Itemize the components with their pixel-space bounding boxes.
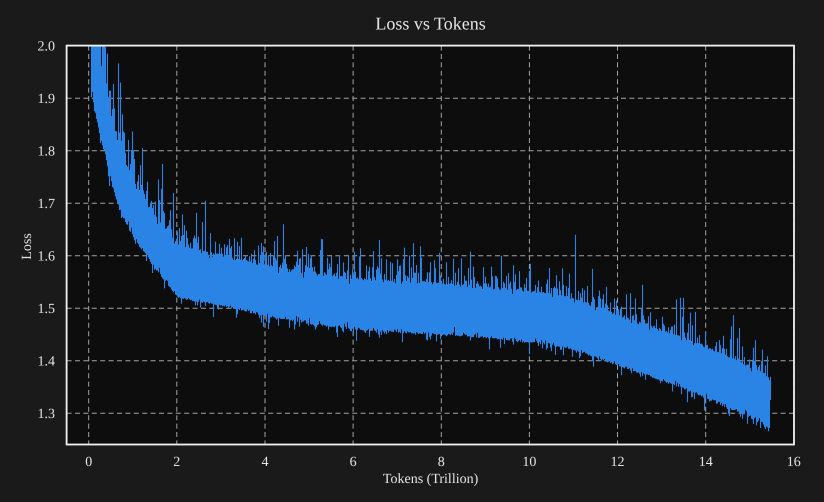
svg-text:2: 2 (173, 455, 180, 470)
svg-text:Loss vs Tokens: Loss vs Tokens (375, 14, 485, 34)
svg-text:1.5: 1.5 (38, 302, 56, 317)
svg-text:1.9: 1.9 (38, 92, 56, 107)
svg-text:10: 10 (522, 455, 536, 470)
svg-text:1.3: 1.3 (38, 407, 56, 422)
svg-text:8: 8 (438, 455, 445, 470)
svg-text:14: 14 (699, 455, 713, 470)
svg-text:0: 0 (85, 455, 92, 470)
svg-text:16: 16 (787, 455, 801, 470)
svg-text:1.7: 1.7 (38, 197, 56, 212)
svg-text:Tokens (Trillion): Tokens (Trillion) (383, 472, 479, 487)
svg-text:Loss: Loss (20, 233, 35, 259)
svg-text:1.6: 1.6 (38, 250, 56, 265)
svg-text:4: 4 (262, 455, 269, 470)
svg-text:6: 6 (350, 455, 357, 470)
svg-text:1.4: 1.4 (38, 355, 56, 370)
svg-text:1.8: 1.8 (38, 145, 56, 160)
svg-text:2.0: 2.0 (38, 40, 56, 55)
svg-text:12: 12 (611, 455, 625, 470)
